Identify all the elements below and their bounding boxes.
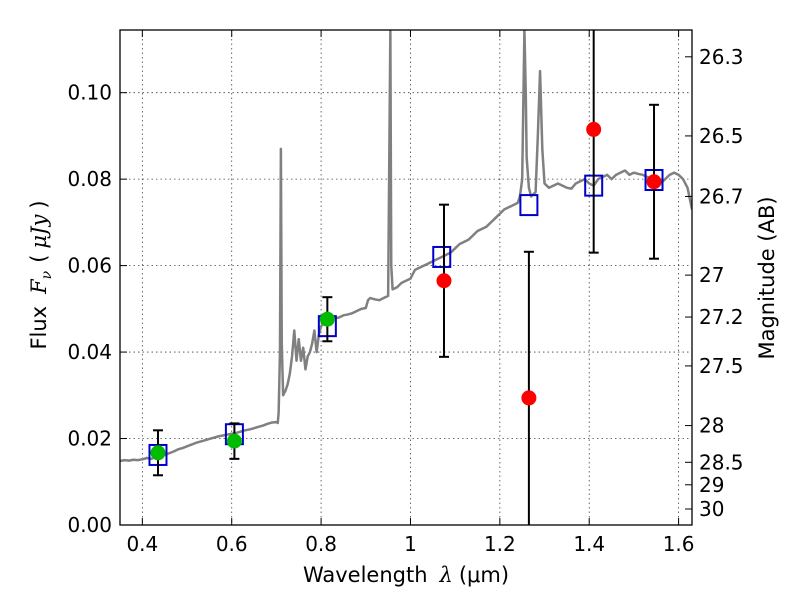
y-tick-label: 0.06 bbox=[67, 254, 112, 278]
x-tick-label: 0.6 bbox=[216, 532, 248, 556]
magnitude-tick-label: 26.5 bbox=[699, 124, 744, 148]
y-tick-label: 0.02 bbox=[67, 427, 112, 451]
x-axis-title: Wavelength λ (μm) bbox=[303, 563, 509, 587]
magnitude-tick-label: 27.2 bbox=[699, 305, 744, 329]
observed-flux-point bbox=[319, 311, 335, 327]
y-tick-label: 0.08 bbox=[67, 167, 112, 191]
x-tick-label: 1.4 bbox=[573, 532, 605, 556]
plot-frame bbox=[119, 29, 693, 526]
y-tick-label: 0.04 bbox=[67, 340, 112, 364]
sed-model-line bbox=[120, 30, 692, 463]
axis-ticks: 0.4 0.6 0.8 1 1.2 1.4 1.6 0.00 0.02 0.04 0.06 0.08 0… bbox=[67, 30, 744, 556]
magnitude-tick-label: 28.5 bbox=[699, 450, 744, 474]
observed-flux-point bbox=[436, 273, 452, 289]
x-tick-label: 1.2 bbox=[484, 532, 516, 556]
observed-flux-point bbox=[586, 121, 602, 137]
x-tick-label: 1.6 bbox=[663, 532, 695, 556]
y-axis-title: FluxFν(μJy) bbox=[27, 200, 55, 349]
y-tick-label: 0.00 bbox=[67, 513, 112, 537]
x-tick-label: 1 bbox=[404, 532, 417, 556]
plot-area bbox=[120, 30, 692, 525]
magnitude-tick-label: 27 bbox=[699, 263, 724, 287]
magnitude-tick-label: 29 bbox=[699, 473, 724, 497]
magnitude-tick-label: 27.5 bbox=[699, 354, 744, 378]
observed-flux-point bbox=[521, 390, 537, 406]
magnitude-tick-label: 26.7 bbox=[699, 184, 744, 208]
observed-flux-point bbox=[150, 445, 166, 461]
y2-axis-title: Magnitude (AB) bbox=[755, 196, 779, 359]
magnitude-tick-label: 30 bbox=[699, 497, 724, 521]
model-photometry-square bbox=[432, 245, 452, 268]
y-tick-label: 0.10 bbox=[67, 81, 112, 105]
model-photometry-square bbox=[519, 194, 539, 217]
magnitude-tick-label: 28 bbox=[699, 414, 724, 438]
observed-flux-point bbox=[646, 174, 662, 190]
x-tick-label: 0.4 bbox=[126, 532, 158, 556]
x-tick-label: 0.8 bbox=[305, 532, 337, 556]
observed-flux-point bbox=[226, 433, 242, 449]
magnitude-tick-label: 26.3 bbox=[699, 45, 744, 69]
